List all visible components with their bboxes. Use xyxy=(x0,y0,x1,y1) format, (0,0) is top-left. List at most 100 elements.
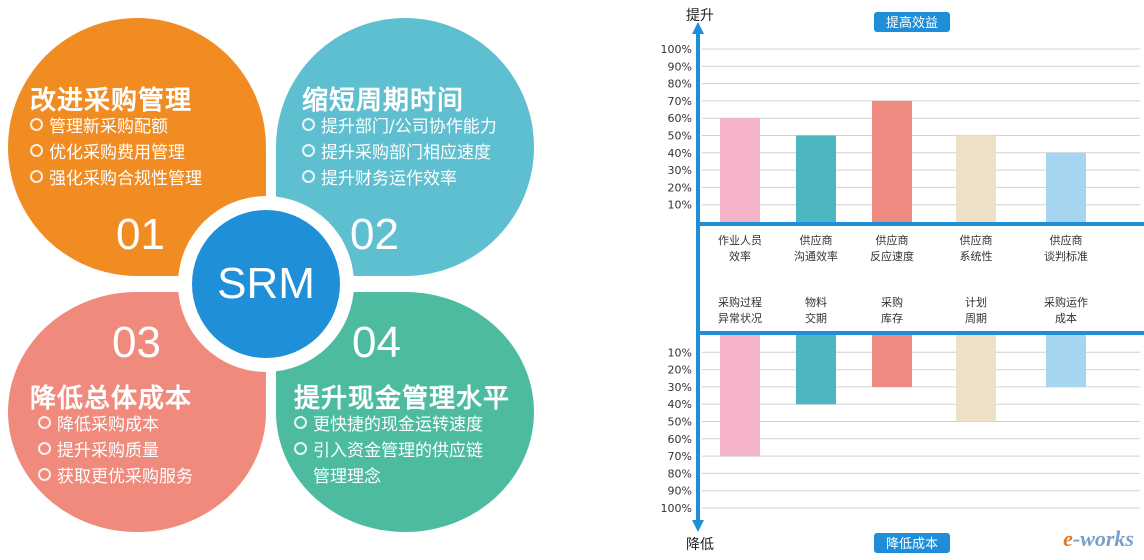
y-tick-label-upper: 40% xyxy=(668,147,692,160)
petal-item: 降低采购成本 xyxy=(38,412,193,438)
petal-number: 01 xyxy=(116,210,165,259)
circle-bullet-icon xyxy=(302,170,315,183)
petal-item-text: 降低采购成本 xyxy=(57,415,159,435)
y-tick-label-upper: 90% xyxy=(668,60,692,73)
petal-item-list: 降低采购成本 提升采购质量获取更优采购服务 xyxy=(38,412,193,490)
y-tick-label-lower: 70% xyxy=(668,450,692,463)
petal-item-text: 提升采购质量 xyxy=(57,441,159,461)
y-axis-label-upper: 提升 xyxy=(686,8,714,24)
srm-benefits-diagram: 改进采购管理 管理新采购配额 优化采购费用管理 强化采购合规性管理 01 缩短周期时间提… xyxy=(0,0,560,560)
category-label-upper: 沟通效率 xyxy=(794,249,838,263)
category-label-lower: 交期 xyxy=(805,311,827,325)
category-label-upper: 供应商 xyxy=(1050,233,1083,247)
petal-item: 提升部门/公司协作能力 xyxy=(302,114,497,140)
petal-item-text: 优化采购费用管理 xyxy=(49,143,185,163)
chart-title-lower: 降低成本 xyxy=(886,537,938,552)
category-label-upper: 反应速度 xyxy=(870,249,914,263)
petal-item: 优化采购费用管理 xyxy=(30,140,202,166)
circle-bullet-icon xyxy=(38,416,51,429)
y-tick-label-upper: 10% xyxy=(668,199,692,212)
petal-number: 03 xyxy=(112,318,161,367)
bar-upper xyxy=(956,135,996,222)
petal-item-list: 管理新采购配额 优化采购费用管理 强化采购合规性管理 xyxy=(30,114,202,192)
petal-item-list: 提升部门/公司协作能力 提升采购部门相应速度 提升财务运作效率 xyxy=(302,114,497,192)
y-tick-label-upper: 100% xyxy=(661,43,692,56)
circle-bullet-icon xyxy=(30,144,43,157)
y-axis-label-lower: 降低 xyxy=(686,537,714,553)
bar-upper xyxy=(1046,152,1086,222)
circle-bullet-icon xyxy=(302,144,315,157)
petal-item-list: 更快捷的现金运转速度 引入资金管理的供应链 管理理念 xyxy=(294,412,483,490)
benefit-bar-chart: 10% 20% 30% 40% 50% 60% 70% 80% 90% 100% 作业人员效率 供应商… xyxy=(640,0,1144,560)
petal-number: 02 xyxy=(350,210,399,259)
category-label-upper: 供应商 xyxy=(876,233,909,247)
chart-title-upper: 提高效益 xyxy=(886,15,938,31)
petal-item: 提升采购部门相应速度 xyxy=(302,140,497,166)
bar-upper xyxy=(720,118,760,222)
y-tick-label-lower: 30% xyxy=(668,381,692,394)
category-label-upper: 谈判标准 xyxy=(1044,249,1088,263)
category-label-lower: 库存 xyxy=(881,311,903,325)
petal-item: 管理理念 xyxy=(294,464,483,490)
bar-lower xyxy=(872,335,912,387)
y-tick-label-lower: 90% xyxy=(668,485,692,498)
srm-center-label: SRM xyxy=(192,210,340,358)
y-tick-label-upper: 80% xyxy=(668,78,692,91)
category-label-lower: 物料 xyxy=(805,295,827,309)
category-label-lower: 异常状况 xyxy=(718,311,762,325)
y-tick-label-upper: 70% xyxy=(668,95,692,108)
category-label-lower: 采购过程 xyxy=(718,295,762,309)
category-label-lower: 采购运作 xyxy=(1044,295,1088,309)
y-tick-label-lower: 100% xyxy=(661,502,692,515)
circle-bullet-icon xyxy=(30,170,43,183)
title-badge-lower xyxy=(874,533,950,553)
bar-lower xyxy=(956,335,996,422)
petal-01: 改进采购管理 管理新采购配额 优化采购费用管理 强化采购合规性管理 01 xyxy=(8,18,266,276)
petal-title: 缩短周期时间 xyxy=(302,86,465,116)
category-label-lower: 周期 xyxy=(965,312,987,325)
petal-item-text: 提升部门/公司协作能力 xyxy=(321,117,497,137)
y-tick-label-upper: 20% xyxy=(668,181,692,194)
y-tick-label-lower: 50% xyxy=(668,416,692,429)
petal-title: 提升现金管理水平 xyxy=(294,384,511,414)
y-tick-label-lower: 60% xyxy=(668,433,692,446)
petal-item: 提升财务运作效率 xyxy=(302,166,497,192)
petal-item: 更快捷的现金运转速度 xyxy=(294,412,483,438)
y-tick-label-upper: 60% xyxy=(668,112,692,125)
circle-bullet-icon xyxy=(294,442,307,455)
category-label-upper: 供应商 xyxy=(960,233,993,247)
petal-item: 获取更优采购服务 xyxy=(38,464,193,490)
petal-item-text: 引入资金管理的供应链 xyxy=(313,441,483,461)
petal-item-text: 提升采购部门相应速度 xyxy=(321,143,491,163)
bar-upper xyxy=(796,135,836,222)
circle-bullet-icon xyxy=(294,416,307,429)
circle-bullet-icon xyxy=(302,118,315,131)
category-label-lower: 成本 xyxy=(1055,311,1077,325)
y-tick-label-lower: 40% xyxy=(668,398,692,411)
category-label-lower: 采购 xyxy=(881,295,903,309)
petal-item-text: 更快捷的现金运转速度 xyxy=(313,415,483,435)
circle-bullet-icon xyxy=(38,468,51,481)
down-arrow-icon xyxy=(692,520,704,532)
bar-upper xyxy=(872,100,912,222)
bar-lower xyxy=(720,335,760,457)
petal-title: 降低总体成本 xyxy=(30,384,193,414)
petal-item-text: 管理理念 xyxy=(313,467,381,487)
petal-item: 引入资金管理的供应链 xyxy=(294,438,483,464)
petal-item-text: 管理新采购配额 xyxy=(49,117,168,137)
up-arrow-icon xyxy=(692,22,704,34)
petal-title: 改进采购管理 xyxy=(30,86,193,116)
y-tick-label-lower: 80% xyxy=(668,467,692,480)
petal-item-text: 强化采购合规性管理 xyxy=(49,169,202,189)
petal-item: 提升采购质量 xyxy=(38,438,193,464)
category-label-upper: 效率 xyxy=(729,249,751,263)
petal-item-text: 获取更优采购服务 xyxy=(57,467,193,487)
circle-bullet-icon xyxy=(30,118,43,131)
petal-item: 管理新采购配额 xyxy=(30,114,202,140)
category-label-upper: 系统性 xyxy=(960,249,993,263)
petal-item-text: 提升财务运作效率 xyxy=(321,169,457,189)
category-label-upper: 作业人员 xyxy=(718,234,762,247)
circle-bullet-icon xyxy=(38,442,51,455)
y-tick-label-lower: 10% xyxy=(668,346,692,359)
